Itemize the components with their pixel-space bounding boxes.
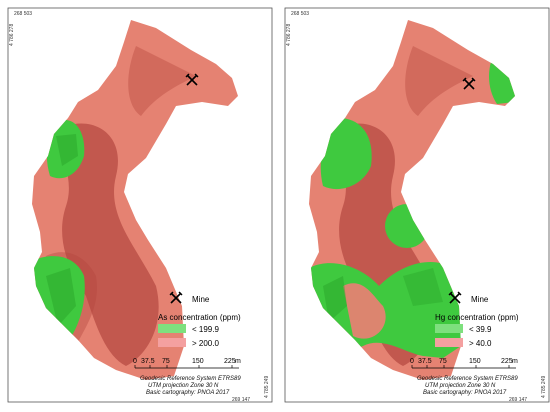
coord-top-left: 268 503 bbox=[291, 11, 309, 17]
map-panel-hg: 268 503 269 147 4 786 278 4 785 249 Mine… bbox=[283, 6, 550, 404]
mine-marker bbox=[462, 77, 476, 90]
legend-low-label: < 39.9 bbox=[469, 325, 492, 334]
scale-tick-3: 150 bbox=[469, 358, 481, 365]
scale-bar: 0 37.5 75 150 225 m bbox=[133, 358, 241, 369]
mine-marker bbox=[185, 73, 199, 86]
legend-low-swatch bbox=[158, 324, 186, 333]
map-hg-svg: 268 503 269 147 4 786 278 4 785 249 Mine… bbox=[284, 7, 550, 403]
coord-left-side: 4 786 278 bbox=[9, 24, 15, 46]
scale-tick-0: 0 bbox=[410, 358, 414, 365]
hg-low-zone-east bbox=[489, 62, 515, 104]
coord-bottom-right: 269 147 bbox=[232, 397, 250, 403]
credit-line-3: Basic cartography: PNOA 2017 bbox=[146, 390, 230, 396]
scale-unit: m bbox=[512, 358, 518, 365]
coord-bottom-right: 269 147 bbox=[509, 397, 527, 403]
scale-tick-3: 150 bbox=[192, 358, 204, 365]
coord-right-side: 4 785 249 bbox=[264, 376, 270, 398]
coord-top-left: 268 503 bbox=[14, 11, 32, 17]
scale-tick-2: 75 bbox=[439, 358, 447, 365]
coord-right-side: 4 785 249 bbox=[541, 376, 547, 398]
legend-low-label: < 199.9 bbox=[192, 325, 219, 334]
legend-high-label: > 200.0 bbox=[192, 339, 219, 348]
scale-tick-4: 225 bbox=[501, 358, 513, 365]
credit-line-3: Basic cartography: PNOA 2017 bbox=[423, 390, 507, 396]
legend-title: As concentration (ppm) bbox=[158, 313, 241, 322]
scale-tick-2: 75 bbox=[162, 358, 170, 365]
legend: Mine As concentration (ppm) < 199.9 > 20… bbox=[158, 291, 241, 348]
legend-mine-icon bbox=[448, 291, 462, 304]
scale-tick-1: 37.5 bbox=[418, 358, 432, 365]
legend-low-swatch bbox=[435, 324, 463, 333]
legend-high-label: > 40.0 bbox=[469, 339, 492, 348]
coord-left-side: 4 786 278 bbox=[286, 24, 292, 46]
scale-bar: 0 37.5 75 150 225 m bbox=[410, 358, 518, 369]
legend-title: Hg concentration (ppm) bbox=[435, 313, 519, 322]
legend-mine-icon bbox=[169, 291, 183, 304]
credit-line-1: Geodesic Reference System ETRS89 bbox=[417, 376, 518, 382]
legend-mine-label: Mine bbox=[471, 295, 489, 304]
legend-high-swatch bbox=[435, 338, 463, 347]
credit-line-1: Geodesic Reference System ETRS89 bbox=[140, 376, 241, 382]
credit-line-2: UTM projection Zone 30 N bbox=[148, 383, 219, 389]
credit-line-2: UTM projection Zone 30 N bbox=[425, 383, 496, 389]
legend: Mine Hg concentration (ppm) < 39.9 > 40.… bbox=[435, 291, 519, 348]
scale-tick-1: 37.5 bbox=[141, 358, 155, 365]
hg-low-zone-north bbox=[320, 118, 372, 190]
legend-mine-label: Mine bbox=[192, 295, 210, 304]
scale-unit: m bbox=[235, 358, 241, 365]
scale-tick-4: 225 bbox=[224, 358, 236, 365]
legend-high-swatch bbox=[158, 338, 186, 347]
map-as-svg: 268 503 269 147 4 786 278 4 785 249 Mine… bbox=[7, 7, 273, 403]
scale-tick-0: 0 bbox=[133, 358, 137, 365]
map-panel-as: 268 503 269 147 4 786 278 4 785 249 Mine… bbox=[6, 6, 274, 404]
